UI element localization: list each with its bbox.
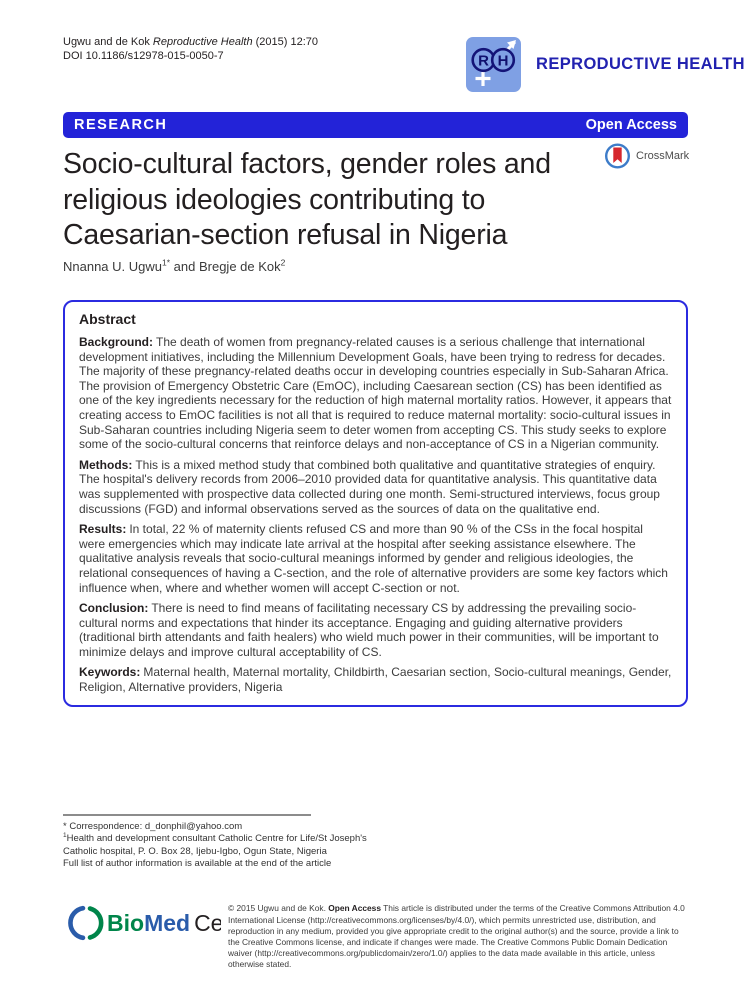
abstract-background-label: Background: bbox=[79, 335, 154, 349]
biomed-central-logo-icon: BioMedCentral bbox=[68, 905, 268, 941]
correspondence-label: * Correspondence: bbox=[63, 821, 145, 832]
author-1-affiliation-marker: 1* bbox=[162, 257, 171, 268]
reproductive-health-logo-icon: R H bbox=[466, 37, 521, 92]
author-2-affiliation-marker: 2 bbox=[280, 257, 286, 268]
journal-name: REPRODUCTIVE HEALTH bbox=[536, 55, 745, 73]
copyright-notice: © 2015 Ugwu and de Kok. Open Access This… bbox=[228, 903, 690, 970]
open-access-label: Open Access bbox=[585, 117, 677, 133]
svg-text:H: H bbox=[498, 53, 509, 70]
correspondence-email-link[interactable]: d_donphil@yahoo.com bbox=[144, 821, 243, 832]
abstract-results-label: Results: bbox=[79, 522, 127, 537]
citation-line: Ugwu and de Kok Reproductive Health (201… bbox=[63, 36, 318, 50]
citation-journal-name: Reproductive Health bbox=[152, 36, 253, 48]
copyright-text: This article is distributed under the te… bbox=[228, 903, 685, 970]
copyright-open-access: Open Access bbox=[328, 903, 381, 914]
abstract-heading: Abstract bbox=[79, 311, 136, 327]
abstract-conclusion-text: There is need to find means of facilitat… bbox=[79, 601, 659, 659]
title-line-2: religious ideologies contributing to bbox=[63, 183, 486, 216]
page-title: Socio-cultural factors, gender roles and… bbox=[63, 147, 623, 254]
citation-block: Ugwu and de Kok Reproductive Health (201… bbox=[63, 36, 318, 63]
citation-authors: Ugwu and de Kok bbox=[63, 36, 153, 48]
abstract-section-methods: Methods: This is a mixed method study tha… bbox=[79, 458, 672, 516]
author-list: Nnanna U. Ugwu1* and Bregje de Kok2 bbox=[63, 257, 286, 274]
abstract-section-background: Background: The death of women from pregn… bbox=[79, 335, 672, 452]
footnote-block: * Correspondence: d_donphil@yahoo.com 1H… bbox=[63, 814, 397, 871]
author-1: Nnanna U. Ugwu bbox=[63, 259, 162, 274]
biomed-central-logo[interactable]: BioMedCentral bbox=[63, 901, 268, 950]
author-2: Bregje de Kok bbox=[198, 259, 281, 274]
abstract-section-keywords: Keywords: Maternal health, Maternal morta… bbox=[79, 665, 672, 694]
abstract-conclusion-label: Conclusion: bbox=[79, 601, 149, 616]
abstract-methods-label: Methods: bbox=[79, 457, 133, 472]
article-type-banner: RESEARCH Open Access bbox=[63, 112, 688, 138]
citation-issue: (2015) 12:70 bbox=[252, 36, 318, 48]
abstract-box: Abstract Background: The death of women f… bbox=[63, 300, 688, 707]
footnote-divider bbox=[63, 814, 311, 816]
crossmark-label: CrossMark bbox=[636, 150, 690, 162]
abstract-section-conclusion: Conclusion: There is need to find means o… bbox=[79, 601, 672, 659]
author-info-note: Full list of author information is avail… bbox=[63, 858, 332, 870]
crossmark-badge[interactable]: CrossMark bbox=[604, 141, 689, 171]
abstract-methods-text: This is a mixed method study that combin… bbox=[79, 457, 660, 516]
article-type-label: RESEARCH bbox=[74, 117, 168, 133]
authors-separator: and bbox=[170, 259, 199, 274]
abstract-results-text: In total, 22 % of maternity clients refu… bbox=[79, 522, 668, 595]
crossmark-icon bbox=[604, 143, 631, 169]
abstract-section-results: Results: In total, 22 % of maternity clie… bbox=[79, 522, 672, 595]
abstract-background-text: The death of women from pregnancy-relate… bbox=[79, 335, 672, 452]
journal-logo: R H REPRODUCTIVE HEALTH bbox=[466, 36, 745, 93]
correspondence-line: * Correspondence: d_donphil@yahoo.com bbox=[63, 821, 397, 833]
abstract-keywords-label: Keywords: bbox=[79, 665, 141, 680]
copyright-prefix: © 2015 Ugwu and de Kok. bbox=[228, 903, 329, 914]
affiliation-line: 1Health and development consultant Catho… bbox=[63, 833, 397, 858]
doi-line: DOI 10.1186/s12978-015-0050-7 bbox=[63, 49, 224, 62]
svg-text:BioMedCentral: BioMedCentral bbox=[107, 910, 221, 936]
title-line-3: Caesarian-section refusal in Nigeria bbox=[63, 219, 508, 251]
title-line-1: Socio-cultural factors, gender roles and bbox=[63, 148, 551, 180]
affiliation-text: Health and development consultant Cathol… bbox=[63, 833, 367, 857]
abstract-keywords-text: Maternal health, Maternal mortality, Chi… bbox=[79, 665, 672, 695]
affiliation-marker: 1 bbox=[63, 832, 67, 840]
svg-text:R: R bbox=[478, 53, 489, 70]
